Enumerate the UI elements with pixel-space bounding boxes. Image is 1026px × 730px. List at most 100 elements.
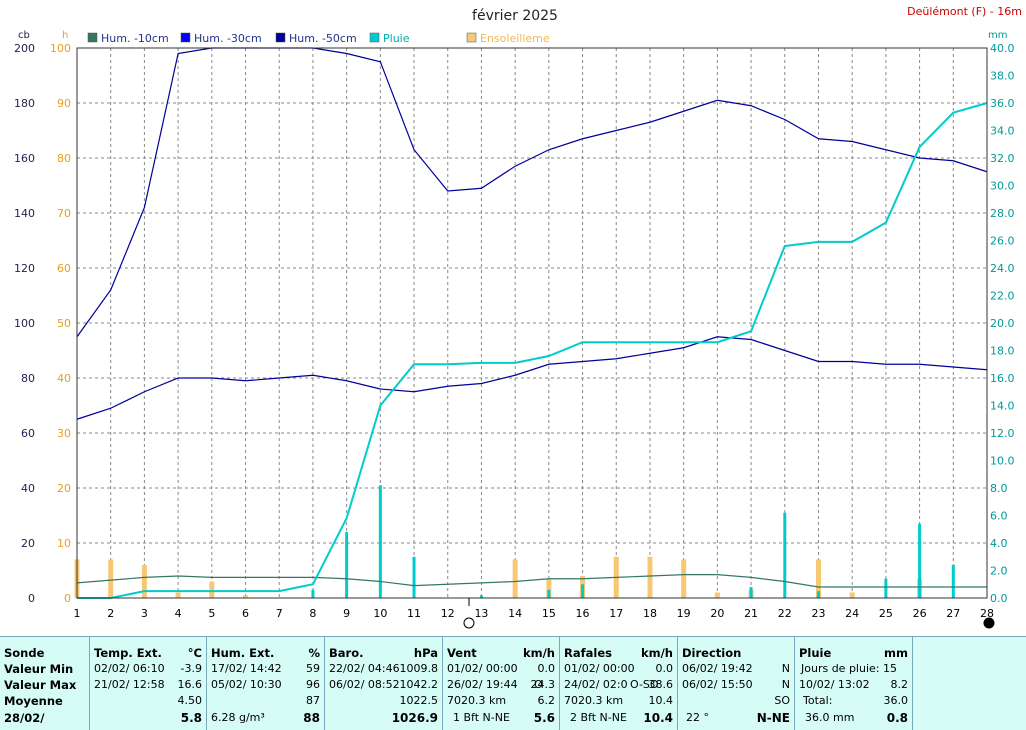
tick-label-cb: 200	[14, 42, 35, 55]
tick-label-day: 28	[980, 607, 994, 620]
col-labels: Sonde Valeur Min Valeur Max Moyenne 28/0…	[0, 637, 90, 730]
y-axis-ticks: 0 20 40 60 80 100 120 140 160 180 200 0 10 20 30 40 50 60…	[14, 42, 1015, 605]
axis-unit-cb: cb	[18, 30, 30, 41]
pluie-unit: mm	[884, 646, 908, 660]
tick-label-mm: 20.0	[990, 317, 1015, 330]
baro-title: Baro.	[329, 646, 364, 660]
rain-bar	[547, 589, 551, 598]
series-line-hum-10cm	[76, 574, 987, 588]
legend-swatch	[180, 32, 191, 43]
sun-bar	[681, 559, 687, 598]
rain-bar	[918, 523, 922, 598]
tick-label-day: 12	[441, 607, 455, 620]
rafales-min-date: 01/02/ 00:00	[564, 662, 635, 675]
label-min: Valeur Min	[4, 662, 74, 676]
tick-label-mm: 36.0	[990, 97, 1015, 110]
sun-bar	[714, 592, 720, 598]
tick-label-day: 4	[175, 607, 182, 620]
tick-label-cb: 20	[21, 537, 35, 550]
tick-label-mm: 18.0	[990, 345, 1015, 358]
grid	[77, 48, 987, 598]
axis-unit-mm: mm	[988, 30, 1007, 41]
x-axis-ticks: 1 2 3 4 5 6 7 8 9 10 11 12 13 14 15 16 17 18 19 20 21 22 23 24 2…	[74, 607, 995, 620]
tick-label-day: 25	[879, 607, 893, 620]
sun-bar	[815, 559, 821, 598]
vent-max: 24.3	[530, 678, 556, 691]
vent-max-dir: O	[534, 678, 543, 691]
tick-label-day: 2	[107, 607, 114, 620]
rain-bar	[378, 485, 382, 598]
legend-label: Hum. -50cm	[289, 32, 357, 45]
tick-label-mm: 24.0	[990, 262, 1015, 275]
legend-swatch	[466, 32, 477, 43]
tick-label-cb: 160	[14, 152, 35, 165]
sun-bar	[175, 592, 181, 598]
tick-label-day: 23	[811, 607, 825, 620]
marker-end-icon	[983, 617, 995, 629]
tick-label-mm: 12.0	[990, 427, 1015, 440]
rafales-title: Rafales	[564, 646, 612, 660]
tick-label-day: 19	[677, 607, 691, 620]
legend-swatch	[275, 32, 286, 43]
vent-current: 5.6	[533, 711, 555, 725]
sun-bar	[849, 592, 855, 598]
col-pluie: Pluie mm Jours de pluie: 15 10/02/ 13:02 8…	[795, 637, 913, 730]
sun-bar	[209, 581, 215, 598]
tick-label-mm: 16.0	[990, 372, 1015, 385]
tick-label-day: 20	[710, 607, 724, 620]
tick-label-cb: 140	[14, 207, 35, 220]
rafales-bft: 2 Bft N-NE	[570, 711, 627, 724]
label-sonde: Sonde	[4, 646, 45, 660]
tick-label-day: 11	[407, 607, 421, 620]
tick-label-h: 80	[57, 152, 71, 165]
tick-label-mm: 26.0	[990, 235, 1015, 248]
tick-label-day: 7	[276, 607, 283, 620]
marker-start-icon	[463, 617, 475, 629]
tick-label-h: 0	[64, 592, 71, 605]
chart-title: février 2025	[472, 8, 558, 24]
legend-label: Hum. -30cm	[194, 32, 262, 45]
tick-label-cb: 120	[14, 262, 35, 275]
tick-label-day: 9	[343, 607, 350, 620]
temp-min: -3.9	[180, 662, 202, 675]
rain-bar	[884, 578, 888, 598]
tick-label-day: 1	[74, 607, 81, 620]
direction-mean: SO	[774, 694, 790, 707]
sun-bar	[141, 565, 147, 598]
vent-dist: 7020.3 km	[447, 694, 507, 707]
sun-bar	[647, 556, 653, 598]
tick-label-h: 60	[57, 262, 71, 275]
tick-label-mm: 22.0	[990, 290, 1015, 303]
rafales-max-date: 24/02/ 02:0	[564, 678, 628, 691]
col-temp: Temp. Ext. °C 02/02/ 06:10 -3.9 21/02/ 12:…	[90, 637, 207, 730]
label-mean: Moyenne	[4, 694, 63, 708]
tick-label-mm: 8.0	[990, 482, 1008, 495]
tick-label-day: 10	[373, 607, 387, 620]
tick-label-mm: 38.0	[990, 70, 1015, 83]
tick-label-cb: 40	[21, 482, 35, 495]
tick-label-h: 40	[57, 372, 71, 385]
rafales-min: 0.0	[655, 662, 674, 675]
pluie-days: Jours de pluie: 15	[801, 662, 897, 675]
vent-unit: km/h	[522, 646, 555, 660]
rafales-unit: km/h	[640, 646, 673, 660]
weather-chart: février 2025 Deülémont (F) - 16m cb h mm…	[14, 5, 1022, 629]
tick-label-day: 15	[542, 607, 556, 620]
tick-label-h: 10	[57, 537, 71, 550]
hum-extra: 6.28 g/m³	[211, 711, 265, 724]
rain-bar	[581, 584, 585, 598]
tick-label-cb: 180	[14, 97, 35, 110]
rafales-dist: 7020.3 km	[564, 694, 624, 707]
tick-label-mm: 40.0	[990, 42, 1015, 55]
direction-title: Direction	[682, 646, 742, 660]
sun-bar	[546, 578, 552, 598]
tick-label-h: 50	[57, 317, 71, 330]
sun-bar	[108, 559, 114, 598]
col-rafales: Rafales km/h 01/02/ 00:00 0.0 24/02/ 02:0 O…	[560, 637, 678, 730]
temp-unit: °C	[187, 646, 202, 660]
rafales-current: 10.4	[643, 711, 673, 725]
col-hum: Hum. Ext.% 17/02/ 14:42 59 05/02/ 10:30 96…	[207, 637, 325, 730]
rafales-mean: 10.4	[648, 694, 674, 707]
tick-label-day: 24	[845, 607, 859, 620]
rain-bar	[783, 512, 787, 598]
